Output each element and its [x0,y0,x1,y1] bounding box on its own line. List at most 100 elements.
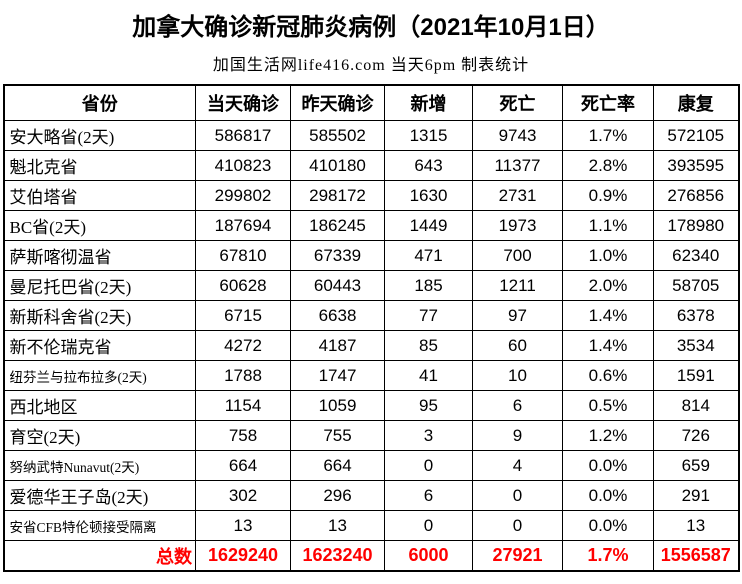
cell-yesterday: 296 [290,480,385,511]
cell-today: 60628 [195,270,291,301]
table-row: 安大略省(2天) 586817 585502 1315 9743 1.7% 572105 [3,120,739,151]
cell-new_cases: 6 [384,480,473,511]
column-header-death_rate: 死亡率 [562,84,654,121]
cell-yesterday: 298172 [290,180,385,211]
cell-death_rate: 1.0% [562,240,654,271]
cell-deaths: 27921 [472,540,563,572]
table-row: 育空(2天) 758 755 3 9 1.2% 726 [3,420,739,451]
cell-province: 新斯科舍省(2天) [3,300,196,331]
cell-death_rate: 2.8% [562,150,654,181]
cell-death_rate: 0.0% [562,450,654,481]
cell-today: 6715 [195,300,291,331]
cell-recovered: 13 [653,510,739,541]
cell-death_rate: 2.0% [562,270,654,301]
cell-death_rate: 0.6% [562,360,654,391]
cell-new_cases: 1315 [384,120,473,151]
cell-yesterday: 1623240 [290,540,385,572]
cell-deaths: 97 [472,300,563,331]
cell-today: 1629240 [195,540,291,572]
cell-new_cases: 0 [384,450,473,481]
table-header-row: 省份 当天确诊 昨天确诊 新增 死亡 死亡率 康复 [3,84,739,121]
cell-new_cases: 0 [384,510,473,541]
cell-province: 总数 [3,540,196,572]
cell-province: 曼尼托巴省(2天) [3,270,196,301]
cell-recovered: 58705 [653,270,739,301]
cell-province: BC省(2天) [3,210,196,241]
table-row: 曼尼托巴省(2天) 60628 60443 185 1211 2.0% 58705 [3,270,739,301]
cell-yesterday: 13 [290,510,385,541]
cell-death_rate: 0.5% [562,390,654,421]
cell-recovered: 1591 [653,360,739,391]
cell-yesterday: 410180 [290,150,385,181]
cell-death_rate: 1.2% [562,420,654,451]
table-row: 艾伯塔省 299802 298172 1630 2731 0.9% 276856 [3,180,739,211]
cell-new_cases: 77 [384,300,473,331]
cell-recovered: 726 [653,420,739,451]
cell-new_cases: 85 [384,330,473,361]
cell-death_rate: 1.4% [562,300,654,331]
cell-recovered: 62340 [653,240,739,271]
cell-province: 萨斯喀彻温省 [3,240,196,271]
cell-today: 664 [195,450,291,481]
table-row: 纽芬兰与拉布拉多(2天) 1788 1747 41 10 0.6% 1591 [3,360,739,391]
cell-today: 13 [195,510,291,541]
table-body: 安大略省(2天) 586817 585502 1315 9743 1.7% 572105 魁北… [3,120,739,572]
table-row: 努纳武特Nunavut(2天) 664 664 0 4 0.0% 659 [3,450,739,481]
cell-deaths: 4 [472,450,563,481]
cell-death_rate: 1.1% [562,210,654,241]
page-subtitle: 加国生活网life416.com 当天6pm 制表统计 [212,57,530,74]
cell-deaths: 1211 [472,270,563,301]
cell-death_rate: 0.0% [562,480,654,511]
cell-deaths: 0 [472,510,563,541]
cell-province: 安省CFB特伦顿接受隔离 [3,510,196,541]
cell-deaths: 1973 [472,210,563,241]
cell-today: 586817 [195,120,291,151]
cell-yesterday: 585502 [290,120,385,151]
page: 加拿大确诊新冠肺炎病例（2021年10月1日） 加国生活网life416.com… [2,14,740,572]
cell-today: 4272 [195,330,291,361]
cell-new_cases: 41 [384,360,473,391]
cell-yesterday: 1059 [290,390,385,421]
cell-deaths: 9 [472,420,563,451]
cell-yesterday: 6638 [290,300,385,331]
cell-recovered: 3534 [653,330,739,361]
cell-today: 1788 [195,360,291,391]
cell-yesterday: 4187 [290,330,385,361]
cell-death_rate: 1.7% [562,120,654,151]
cell-province: 纽芬兰与拉布拉多(2天) [3,360,196,391]
cell-today: 187694 [195,210,291,241]
table-row: 魁北克省 410823 410180 643 11377 2.8% 393595 [3,150,739,181]
table-row: 萨斯喀彻温省 67810 67339 471 700 1.0% 62340 [3,240,739,271]
cell-recovered: 6378 [653,300,739,331]
table-row: 爱德华王子岛(2天) 302 296 6 0 0.0% 291 [3,480,739,511]
cell-deaths: 0 [472,480,563,511]
cell-recovered: 572105 [653,120,739,151]
column-header-new_cases: 新增 [384,84,473,121]
cell-deaths: 10 [472,360,563,391]
cell-yesterday: 755 [290,420,385,451]
cell-deaths: 2731 [472,180,563,211]
cell-today: 758 [195,420,291,451]
column-header-yesterday: 昨天确诊 [290,84,385,121]
cell-recovered: 276856 [653,180,739,211]
cell-death_rate: 0.9% [562,180,654,211]
cell-death_rate: 1.7% [562,540,654,572]
cell-new_cases: 3 [384,420,473,451]
cell-deaths: 60 [472,330,563,361]
cell-recovered: 291 [653,480,739,511]
cell-province: 西北地区 [3,390,196,421]
cell-recovered: 1556587 [653,540,739,572]
table-total-row: 总数 1629240 1623240 6000 27921 1.7% 1556587 [3,540,739,572]
cell-province: 爱德华王子岛(2天) [3,480,196,511]
covid-cases-table: 省份 当天确诊 昨天确诊 新增 死亡 死亡率 康复 安大略省(2天) 586817 585502… [2,84,740,572]
cell-yesterday: 67339 [290,240,385,271]
table-row: 新不伦瑞克省 4272 4187 85 60 1.4% 3534 [3,330,739,361]
cell-new_cases: 643 [384,150,473,181]
cell-yesterday: 60443 [290,270,385,301]
cell-today: 302 [195,480,291,511]
column-header-province: 省份 [3,84,196,121]
cell-deaths: 9743 [472,120,563,151]
cell-new_cases: 1630 [384,180,473,211]
table-row: 西北地区 1154 1059 95 6 0.5% 814 [3,390,739,421]
table-row: 安省CFB特伦顿接受隔离 13 13 0 0 0.0% 13 [3,510,739,541]
